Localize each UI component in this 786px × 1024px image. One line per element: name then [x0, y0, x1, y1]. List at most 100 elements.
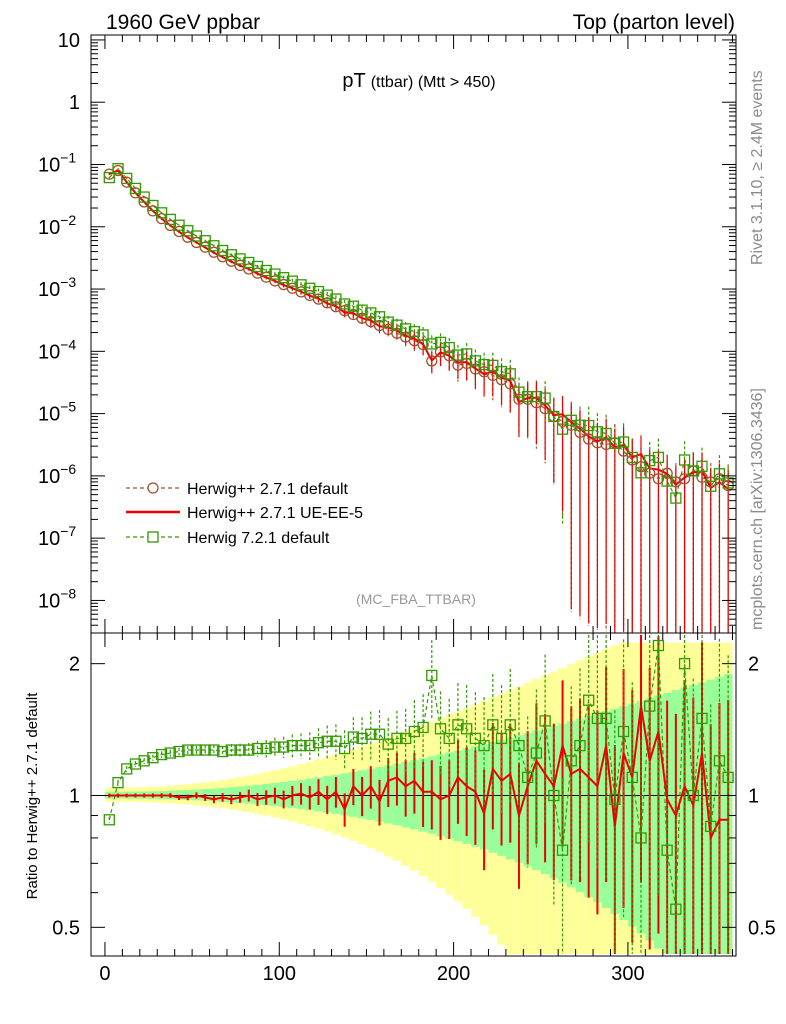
marker-herwig7-default: [129, 182, 142, 195]
ratio-frame: [90, 632, 737, 957]
ratio-marker-herwig7-default: [295, 739, 307, 752]
marker-herwigpp-default: [661, 467, 673, 479]
ratio-marker-herwig7-default: [286, 739, 298, 752]
marker-herwig7-default: [504, 368, 516, 380]
ratio-marker-herwig7-default: [530, 747, 543, 759]
marker-herwig7-default: [661, 475, 673, 487]
marker-herwigpp-default: [173, 225, 185, 238]
marker-herwig7-default: [443, 341, 455, 354]
marker-herwig7-default: [321, 289, 333, 301]
main-title: pT (ttbar) (Mtt > 450): [342, 70, 495, 92]
ratio-marker-herwig7-default: [347, 731, 360, 743]
ratio-marker-herwig7-default: [312, 737, 325, 749]
marker-herwig7-default: [678, 454, 691, 466]
marker-herwigpp-default: [199, 241, 211, 253]
ratio-marker-herwig7-default: [330, 735, 342, 747]
marker-herwig7-default: [164, 213, 176, 226]
ratio-marker-herwig7-default: [225, 744, 237, 756]
marker-herwigpp-default: [600, 438, 612, 451]
marker-herwig7-default: [461, 348, 473, 360]
main-ytick-label: 1: [69, 92, 80, 114]
ratio-marker-herwig7-default: [539, 715, 551, 727]
ratio-marker-herwig7-default: [644, 700, 656, 712]
marker-herwig7-default: [426, 338, 438, 350]
ratio-marker-herwig7-default: [591, 712, 604, 725]
band-inner: [209, 788, 219, 802]
ratio-marker-herwig7-default: [338, 742, 351, 755]
marker-herwig7-default: [574, 419, 586, 431]
ratio-marker-herwig7-default: [138, 755, 150, 767]
ratio-marker-herwig7-default: [583, 694, 595, 706]
marker-herwigpp-default: [216, 251, 229, 263]
ratio-marker-herwig7-default: [452, 719, 464, 731]
marker-herwigpp-default: [443, 350, 455, 362]
main-ytick-label: 10−6: [38, 461, 76, 488]
ratio-marker-herwig7-default: [417, 721, 429, 734]
ratio-ytick-label-right: 1: [748, 785, 759, 807]
ratio-marker-herwig7-default: [513, 739, 525, 752]
marker-herwig7-default: [617, 436, 630, 448]
marker-herwig7-default: [295, 279, 307, 291]
ratio-marker-herwig7-default: [234, 744, 246, 756]
marker-herwig7-default: [347, 300, 360, 312]
legend-marker-square: [147, 531, 159, 543]
marker-herwig7-default: [696, 460, 708, 472]
marker-herwigpp-default: [652, 473, 665, 485]
marker-herwig7-default: [713, 468, 726, 480]
marker-herwig7-default: [591, 426, 604, 438]
ratio-marker-herwig7-default: [112, 776, 124, 789]
marker-herwig7-default: [400, 323, 412, 335]
marker-herwig7-default: [609, 437, 621, 449]
marker-herwig7-default: [670, 492, 682, 504]
ratio-marker-herwig7-default: [373, 728, 386, 740]
marker-herwig7-default: [556, 423, 569, 435]
ratio-marker-herwig7-default: [565, 755, 577, 767]
marker-herwigpp-default: [164, 219, 176, 232]
marker-herwig7-default: [260, 264, 272, 277]
ratio-marker-herwig7-default: [182, 744, 194, 756]
marker-herwig7-default: [548, 410, 560, 423]
watermark: (MC_FBA_TTBAR): [356, 591, 476, 607]
marker-herwig7-default: [338, 298, 351, 310]
ratio-marker-herwig7-default: [504, 719, 516, 731]
marker-herwig7-default: [365, 307, 377, 319]
marker-herwig7-default: [705, 480, 717, 492]
marker-herwig7-default: [495, 365, 508, 378]
ratio-marker-herwig7-default: [147, 752, 159, 764]
ratio-ytick-label-left: 0.5: [52, 917, 80, 939]
marker-herwigpp-default: [696, 471, 708, 483]
marker-herwig7-default: [112, 163, 124, 175]
marker-herwigpp-default: [591, 437, 604, 449]
marker-herwig7-default: [243, 256, 255, 269]
ratio-marker-herwig7-default: [696, 712, 708, 725]
marker-herwig7-default: [234, 253, 246, 265]
marker-herwigpp-default: [644, 467, 656, 479]
legend-marker-circle: [147, 482, 159, 494]
marker-herwig7-default: [312, 285, 325, 298]
mcplots-label: mcplots.cern.ch [arXiv:1306.3436]: [749, 388, 766, 630]
ratio-marker-herwig7-default: [609, 793, 621, 805]
marker-herwigpp-default: [635, 461, 647, 473]
ratio-ytick-label-left: 2: [69, 654, 80, 676]
ratio-marker-herwig7-default: [635, 832, 647, 844]
xtick-label: 100: [263, 963, 296, 985]
main-title-sub: (ttbar) (Mtt > 450): [371, 74, 496, 91]
ratio-marker-herwig7-default: [548, 789, 560, 802]
xtick-label: 0: [99, 963, 110, 985]
marker-herwigpp-default: [182, 231, 194, 243]
main-ytick-label: 10−7: [38, 523, 76, 550]
ratio-marker-herwig7-default: [626, 771, 638, 784]
ratio-marker-herwig7-default: [164, 747, 176, 759]
main-ytick-label: 10−4: [38, 336, 76, 363]
marker-herwig7-default: [522, 391, 534, 403]
ratio-marker-herwig7-default: [103, 814, 115, 826]
ratio-marker-herwig7-default: [365, 728, 377, 740]
marker-herwig7-default: [644, 454, 656, 467]
main-ytick-label: 10: [58, 30, 80, 52]
ratio-marker-herwig7-default: [469, 732, 482, 745]
ratio-marker-herwig7-default: [173, 745, 185, 758]
main-ytick-label: 10−8: [38, 585, 76, 612]
main-ytick-label: 10−3: [38, 274, 76, 301]
ratio-ytick-label-right: 0.5: [748, 917, 776, 939]
